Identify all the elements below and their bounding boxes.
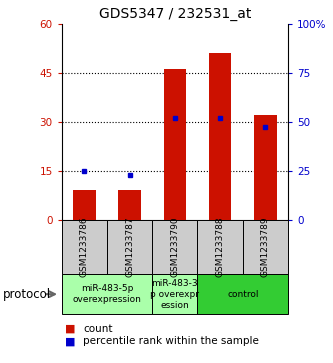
Bar xyxy=(152,274,197,314)
Text: GSM1233787: GSM1233787 xyxy=(125,217,134,277)
Bar xyxy=(62,220,107,274)
Text: GSM1233786: GSM1233786 xyxy=(80,217,89,277)
Text: protocol: protocol xyxy=(3,287,52,301)
Text: miR-483-3
p overexpr
ession: miR-483-3 p overexpr ession xyxy=(150,278,199,310)
Bar xyxy=(118,190,141,220)
Text: GSM1233790: GSM1233790 xyxy=(170,217,179,277)
Bar xyxy=(152,220,197,274)
Text: GSM1233788: GSM1233788 xyxy=(215,217,225,277)
Bar xyxy=(107,220,152,274)
Bar xyxy=(197,220,243,274)
Text: control: control xyxy=(227,290,258,299)
Text: count: count xyxy=(83,323,113,334)
Text: miR-483-5p
overexpression: miR-483-5p overexpression xyxy=(73,284,141,304)
Bar xyxy=(209,53,231,220)
Bar xyxy=(164,69,186,220)
Bar xyxy=(254,115,277,220)
Bar xyxy=(73,190,96,220)
Text: GSM1233789: GSM1233789 xyxy=(261,217,270,277)
Bar xyxy=(197,274,288,314)
Text: percentile rank within the sample: percentile rank within the sample xyxy=(83,336,259,346)
Text: ■: ■ xyxy=(65,323,76,334)
Bar xyxy=(62,274,152,314)
Bar xyxy=(243,220,288,274)
Text: ■: ■ xyxy=(65,336,76,346)
Title: GDS5347 / 232531_at: GDS5347 / 232531_at xyxy=(99,7,251,21)
